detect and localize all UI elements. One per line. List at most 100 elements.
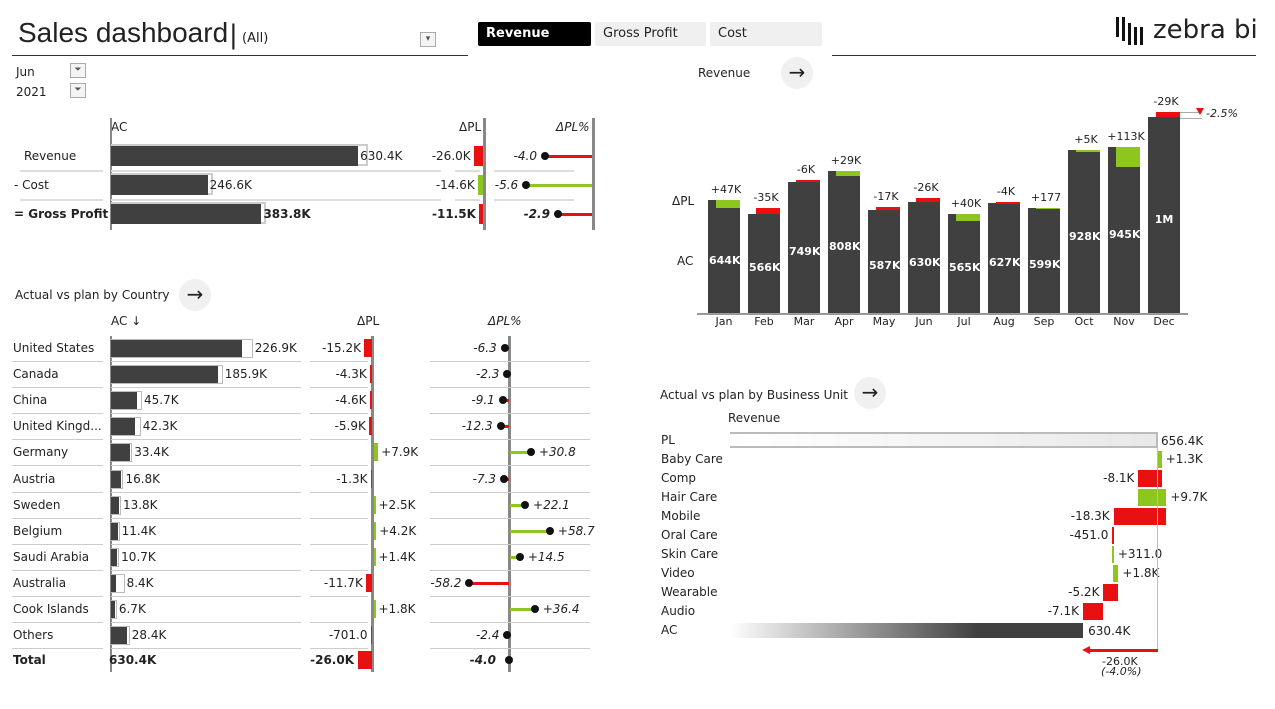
country-row-separator xyxy=(430,569,590,571)
country-arrow-button[interactable]: → xyxy=(179,279,211,311)
bu-delta-bar xyxy=(1112,527,1114,544)
country-ac-bar xyxy=(111,470,121,488)
summary-dplp-dot xyxy=(522,181,531,189)
country-row-separator xyxy=(111,439,301,441)
country-row-separator xyxy=(430,648,590,650)
monthly-ac-bar xyxy=(788,181,820,313)
bu-delta-bar xyxy=(1113,508,1167,525)
summary-dplp-line xyxy=(557,213,592,216)
monthly-ac-bar xyxy=(1148,116,1180,313)
filter-value: (All) xyxy=(242,31,269,46)
bu-delta-bar xyxy=(1158,451,1162,468)
country-dplp-dot xyxy=(465,578,474,587)
country-ac-value: 11.4K xyxy=(121,523,157,538)
country-dpl-bar xyxy=(369,391,372,410)
country-ac-value: 185.9K xyxy=(224,367,267,382)
country-ac-bar xyxy=(111,601,115,618)
monthly-dpl-bar xyxy=(796,180,820,182)
monthly-chart-title: Revenue xyxy=(698,66,751,80)
monthly-x-label: Nov xyxy=(1113,315,1135,328)
monthly-ac-label: 644K xyxy=(709,254,741,268)
monthly-dpl-label: +177 xyxy=(1030,190,1062,204)
monthly-ac-label: 630K xyxy=(909,255,941,269)
summary-ac-value: 246.6K xyxy=(209,178,252,192)
monthly-x-label: Feb xyxy=(754,315,774,328)
country-row-separator xyxy=(310,387,368,389)
country-dplp-value: -7.3 xyxy=(472,471,497,486)
country-total-dplp-value: -4.0 xyxy=(469,653,496,667)
monthly-ac-label: 808K xyxy=(829,240,861,254)
country-row-separator xyxy=(111,387,301,389)
monthly-ac-bar xyxy=(748,213,780,313)
monthly-total-guide xyxy=(1180,118,1202,119)
monthly-dpl-label: -6K xyxy=(796,163,816,177)
year-filter-label: 2021 xyxy=(16,85,47,99)
filter-dropdown-button[interactable]: ▾ xyxy=(420,32,436,47)
summary-ac-bar xyxy=(111,146,359,166)
country-ac-bar xyxy=(111,627,128,645)
monthly-dpl-bar xyxy=(876,206,900,210)
country-dplp-line xyxy=(510,451,531,455)
country-ac-bar xyxy=(111,340,242,357)
country-dplp-dot xyxy=(521,500,530,509)
summary-row-label: - Cost xyxy=(14,178,49,192)
country-label: Austria xyxy=(13,471,56,486)
country-dpl-bar xyxy=(374,547,376,566)
country-row-separator xyxy=(111,413,301,415)
country-row-separator xyxy=(111,569,301,571)
country-label: United Kingd... xyxy=(13,419,102,434)
country-dpl-bar xyxy=(374,600,376,618)
country-ac-value: 226.9K xyxy=(254,341,297,355)
down-triangle-icon xyxy=(1196,108,1204,115)
monthly-dpl-bar xyxy=(916,197,940,203)
country-dpl-value: -4.3K xyxy=(335,367,367,382)
bu-row-label: Hair Care xyxy=(661,490,718,504)
month-filter-icon[interactable]: ⏷ xyxy=(70,63,86,78)
country-row-separator xyxy=(310,595,368,597)
country-ac-bar xyxy=(111,522,118,540)
monthly-ac-bar xyxy=(988,202,1020,313)
country-label: Belgium xyxy=(13,523,63,538)
monthly-x-label: Apr xyxy=(834,315,854,328)
monthly-ac-label: 945K xyxy=(1109,228,1141,242)
bu-row-label: Baby Care xyxy=(661,452,723,466)
country-total-dpl-bar xyxy=(358,651,372,669)
bu-measure-label: Revenue xyxy=(728,411,781,425)
country-dpl-value: -11.7K xyxy=(323,575,363,590)
bu-row-label: Oral Care xyxy=(661,528,718,542)
country-ac-header: AC ↓ xyxy=(111,314,142,328)
tab-revenue[interactable]: Revenue xyxy=(478,22,591,46)
bu-arrow-button[interactable]: → xyxy=(854,377,886,409)
summary-dplp-header: ΔPL% xyxy=(556,120,590,134)
monthly-dpl-label: -17K xyxy=(873,189,899,203)
country-dplp-value: -6.3 xyxy=(473,341,497,355)
bu-delta-value: -18.3K xyxy=(1070,509,1110,523)
bu-delta-value: +311.0 xyxy=(1117,547,1163,561)
summary-row-label: Revenue xyxy=(24,149,77,163)
country-row-separator xyxy=(111,543,301,545)
monthly-ac-bar xyxy=(708,199,740,313)
monthly-arrow-button[interactable]: → xyxy=(781,57,813,89)
summary-dplp-line xyxy=(526,184,592,187)
country-row-separator xyxy=(12,361,103,362)
tab-cost[interactable]: Cost xyxy=(710,22,822,46)
summary-dplp-value: -5.6 xyxy=(494,178,519,192)
bu-ac-value: 630.4K xyxy=(1088,624,1131,638)
year-filter-icon[interactable]: ⏷ xyxy=(70,83,86,98)
country-dplp-line xyxy=(510,608,535,611)
country-dpl-value: +7.9K xyxy=(381,445,419,460)
bu-delta-bar xyxy=(1138,489,1167,506)
bu-delta-value: -451.0 xyxy=(1069,528,1109,542)
tab-gross-profit[interactable]: Gross Profit xyxy=(595,22,706,46)
summary-dplp-dot xyxy=(553,210,562,218)
country-dplp-line xyxy=(500,425,509,429)
bu-delta-bar xyxy=(1083,603,1104,620)
country-dpl-bar xyxy=(374,495,376,514)
monthly-dpl-label: -4K xyxy=(996,185,1016,199)
bu-row-label: Audio xyxy=(661,604,696,618)
country-dplp-dot xyxy=(500,344,509,352)
monthly-dpl-label: +113K xyxy=(1107,130,1145,144)
country-dpl-bar xyxy=(365,573,372,592)
country-row-separator xyxy=(430,439,590,441)
bu-delta-bar xyxy=(1103,584,1119,601)
